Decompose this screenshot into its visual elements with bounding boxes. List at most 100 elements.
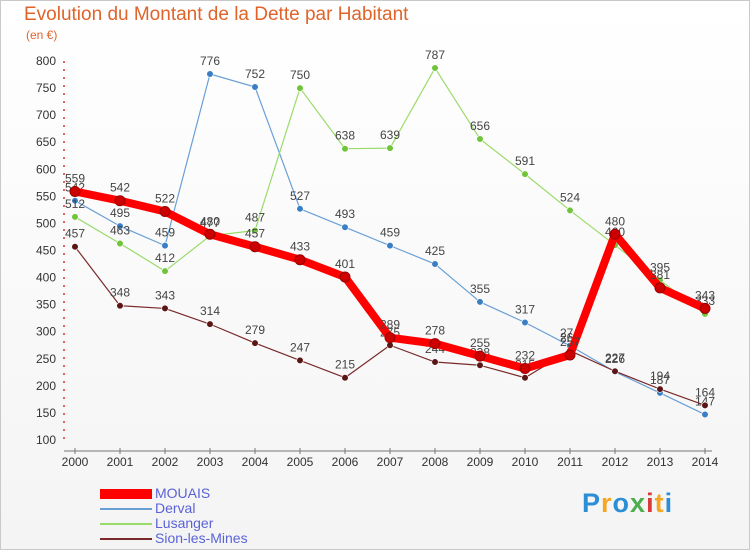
- data-point-lusanger: [116, 239, 124, 248]
- data-label-lusanger: 638: [335, 129, 355, 143]
- data-label-mouais: 278: [425, 324, 445, 338]
- data-point-mouais: [564, 349, 576, 361]
- legend-swatch-mouais: [100, 489, 152, 499]
- x-tick-label: 2000: [62, 455, 89, 469]
- legend-label-derval: Derval: [155, 500, 196, 516]
- data-label-sion-les-mines: 247: [290, 340, 310, 354]
- logo-letter: i: [646, 488, 655, 518]
- data-point-derval: [701, 410, 709, 419]
- legend-label-mouais: MOUAIS: [155, 485, 211, 501]
- data-label-sion-les-mines: 194: [650, 369, 670, 383]
- data-label-sion-les-mines: 227: [605, 351, 625, 365]
- data-label-lusanger: 487: [245, 210, 265, 224]
- y-tick-label: 350: [36, 298, 56, 312]
- data-point-derval: [341, 223, 349, 231]
- y-tick-label: 550: [36, 189, 56, 203]
- x-tick-label: 2007: [377, 455, 404, 469]
- y-tick-label: 100: [36, 433, 56, 447]
- data-label-derval: 355: [470, 282, 490, 296]
- data-label-lusanger: 463: [110, 223, 130, 237]
- data-label-sion-les-mines: 215: [335, 358, 355, 372]
- x-tick-label: 2001: [107, 455, 134, 469]
- chart-unit: (en €): [26, 28, 58, 42]
- data-label-lusanger: 787: [425, 48, 445, 62]
- data-label-lusanger: 639: [380, 128, 400, 142]
- y-tick-label: 700: [36, 108, 56, 122]
- data-point-lusanger: [251, 226, 259, 235]
- data-point-sion-les-mines: [521, 374, 529, 382]
- data-point-mouais: [699, 302, 711, 314]
- data-point-lusanger: [521, 170, 529, 178]
- x-tick-label: 2002: [152, 455, 179, 469]
- data-label-mouais: 559: [65, 171, 85, 185]
- data-point-sion-les-mines: [656, 385, 664, 393]
- data-label-sion-les-mines: 314: [200, 304, 220, 318]
- logo-letter: x: [630, 488, 647, 518]
- line-chart: 100 150 200 250 300 350 400 450 500 550 600 650 700 7…: [36, 48, 719, 469]
- data-point-mouais: [114, 195, 126, 207]
- legend-label-lusanger: Lusanger: [155, 515, 214, 531]
- data-point-derval: [521, 318, 529, 327]
- legend-swatch-derval: [100, 508, 152, 510]
- data-label-sion-les-mines: 457: [65, 227, 85, 241]
- data-point-mouais: [159, 206, 171, 218]
- x-tick-label: 2010: [512, 455, 539, 469]
- logo-letter: i: [664, 488, 674, 518]
- data-label-mouais: 381: [650, 268, 670, 282]
- data-label-lusanger: 477: [200, 216, 220, 230]
- data-label-mouais: 480: [200, 214, 220, 228]
- data-label-derval: 776: [200, 54, 220, 68]
- logo-letter: r: [601, 488, 613, 518]
- data-label-mouais: 232: [515, 349, 535, 363]
- data-label-derval: 226: [605, 352, 625, 366]
- data-point-derval: [476, 298, 484, 306]
- x-tick-label: 2006: [332, 455, 359, 469]
- x-tick-label: 2012: [602, 455, 629, 469]
- data-label-mouais: 457: [245, 227, 265, 241]
- data-label-derval: 147: [695, 395, 715, 409]
- data-point-derval: [386, 242, 394, 250]
- data-point-sion-les-mines: [611, 367, 619, 375]
- data-point-derval: [251, 83, 259, 91]
- data-label-derval: 459: [155, 226, 175, 240]
- data-point-lusanger: [566, 206, 574, 215]
- data-point-mouais: [429, 338, 441, 350]
- data-point-mouais: [294, 254, 306, 266]
- data-label-mouais: 343: [695, 288, 715, 302]
- x-tick-label: 2008: [422, 455, 449, 469]
- data-label-derval: 459: [380, 226, 400, 240]
- y-tick-label: 150: [36, 406, 56, 420]
- data-point-lusanger: [71, 213, 79, 221]
- data-label-lusanger: 591: [515, 154, 535, 168]
- logo-letter: o: [612, 488, 631, 518]
- data-label-mouais: 255: [470, 336, 490, 350]
- x-tick-label: 2014: [692, 455, 719, 469]
- y-tick-label: 500: [36, 216, 56, 230]
- data-label-derval: 495: [110, 206, 130, 220]
- data-label-mouais: 257: [560, 335, 580, 349]
- y-tick-label: 800: [36, 54, 56, 68]
- data-point-mouais: [474, 350, 486, 362]
- x-tick-label: 2011: [557, 455, 583, 469]
- data-label-lusanger: 412: [155, 251, 175, 265]
- y-tick-label: 600: [36, 162, 56, 176]
- data-point-mouais: [384, 332, 396, 344]
- data-point-sion-les-mines: [476, 361, 484, 369]
- y-tick-label: 200: [36, 379, 56, 393]
- data-point-lusanger: [476, 135, 484, 143]
- data-point-mouais: [249, 241, 261, 253]
- x-tick-label: 2009: [467, 455, 494, 469]
- data-point-lusanger: [341, 145, 349, 153]
- data-label-sion-les-mines: 348: [110, 286, 130, 300]
- x-tick-label: 2005: [287, 455, 314, 469]
- data-point-mouais: [519, 363, 531, 375]
- data-point-mouais: [654, 282, 666, 294]
- data-point-lusanger: [296, 84, 304, 92]
- data-label-lusanger: 656: [470, 119, 490, 133]
- data-point-sion-les-mines: [161, 304, 169, 313]
- data-label-derval: 493: [335, 207, 355, 221]
- data-label-mouais: 542: [110, 181, 130, 195]
- data-point-derval: [206, 70, 214, 78]
- data-point-sion-les-mines: [431, 358, 439, 366]
- data-label-mouais: 401: [335, 257, 355, 271]
